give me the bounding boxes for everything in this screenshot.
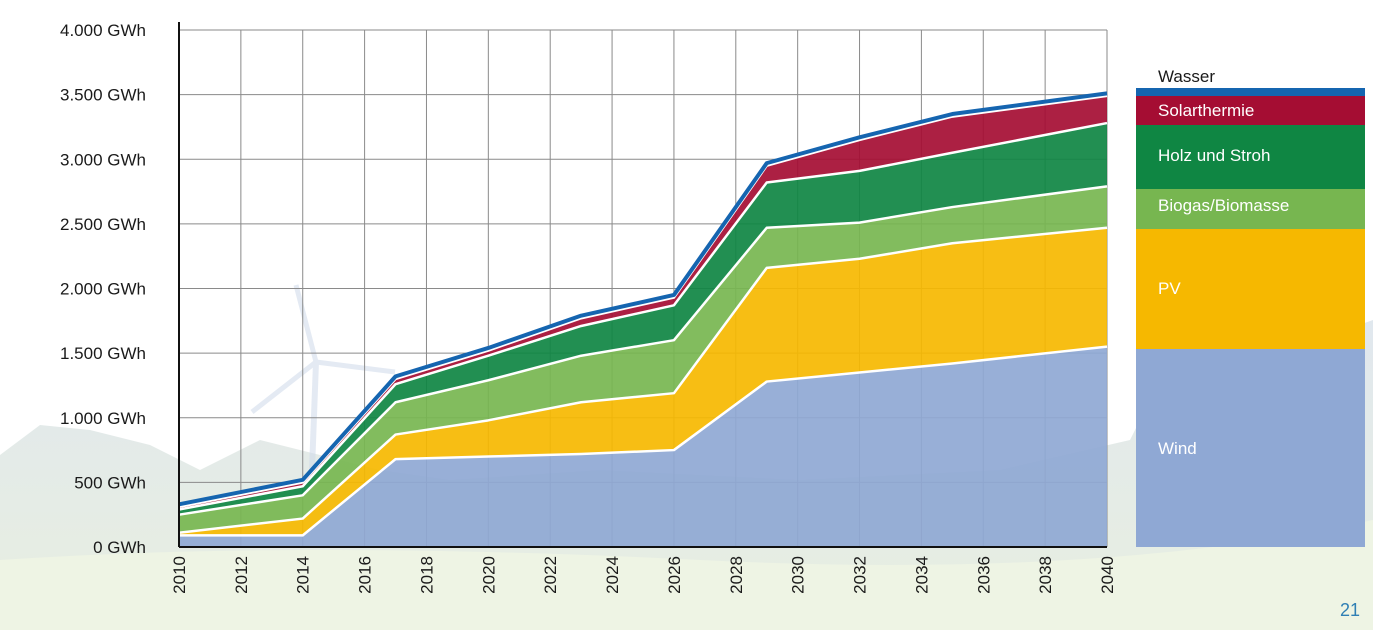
legend-label-biogas-biomasse: Biogas/Biomasse bbox=[1158, 196, 1290, 215]
boundary-holz-und-stroh bbox=[178, 121, 1108, 511]
area-holz-und-stroh bbox=[179, 123, 1107, 515]
x-tick-label: 2038 bbox=[1036, 556, 1055, 594]
x-tick-label: 2022 bbox=[541, 556, 560, 594]
boundary-wasser bbox=[178, 91, 1108, 507]
boundary-pv bbox=[178, 226, 1108, 535]
legend-swatch-biogas-biomasse bbox=[1136, 189, 1365, 229]
x-tick-label: 2024 bbox=[603, 556, 622, 594]
background-meadow bbox=[0, 520, 1373, 630]
x-tick-label: 2018 bbox=[417, 556, 436, 594]
x-tick-label: 2016 bbox=[356, 556, 375, 594]
area-wind bbox=[179, 346, 1107, 547]
legend-swatch-solarthermie bbox=[1136, 96, 1365, 125]
y-tick-label: 2.000 GWh bbox=[60, 280, 146, 299]
y-tick-label: 0 GWh bbox=[93, 538, 146, 557]
legend-label-wind: Wind bbox=[1158, 439, 1197, 458]
legend-swatch-wind bbox=[1136, 349, 1365, 547]
legend-label-solarthermie: Solarthermie bbox=[1158, 101, 1255, 120]
wind-turbine-silhouette-icon bbox=[250, 284, 396, 471]
legend-label-pv: PV bbox=[1158, 279, 1181, 298]
legend-swatch-holz-und-stroh bbox=[1136, 125, 1365, 189]
y-tick-label: 4.000 GWh bbox=[60, 21, 146, 40]
x-tick-label: 2040 bbox=[1098, 556, 1117, 594]
y-tick-label: 1.000 GWh bbox=[60, 409, 146, 428]
y-tick-label: 1.500 GWh bbox=[60, 344, 146, 363]
y-axis-ticks: 0 GWh 500 GWh 1.000 GWh 1.500 GWh 2.000 GWh 2… bbox=[60, 21, 146, 557]
boundary-wind bbox=[179, 345, 1108, 537]
x-tick-label: 2032 bbox=[851, 556, 870, 594]
x-tick-label: 2020 bbox=[479, 556, 498, 594]
x-tick-label: 2010 bbox=[170, 556, 189, 594]
x-tick-label: 2014 bbox=[294, 556, 313, 594]
y-tick-label: 3.000 GWh bbox=[60, 150, 146, 169]
x-tick-label: 2026 bbox=[665, 556, 684, 594]
y-tick-label: 3.500 GWh bbox=[60, 86, 146, 105]
y-tick-label: 2.500 GWh bbox=[60, 215, 146, 234]
area-solarthermie bbox=[179, 95, 1107, 510]
x-tick-label: 2012 bbox=[232, 556, 251, 594]
x-tick-label: 2028 bbox=[727, 556, 746, 594]
boundary-biogas-biomasse bbox=[178, 185, 1108, 516]
x-tick-label: 2034 bbox=[912, 556, 931, 594]
series-boundaries bbox=[178, 91, 1108, 537]
chart-axes bbox=[178, 22, 1107, 548]
page-number: 21 bbox=[1340, 600, 1361, 620]
legend-label-holz-und-stroh: Holz und Stroh bbox=[1158, 146, 1271, 165]
area-biogas-biomasse bbox=[179, 186, 1107, 533]
x-axis-ticks: 2010 2012 2014 2016 2018 2020 2022 2024 2026 2028… bbox=[170, 556, 1117, 594]
legend-swatch-pv bbox=[1136, 229, 1365, 349]
x-tick-label: 2036 bbox=[974, 556, 993, 594]
legend-label-wasser: Wasser bbox=[1158, 67, 1215, 86]
x-tick-label: 2030 bbox=[789, 556, 808, 594]
y-tick-label: 500 GWh bbox=[74, 473, 146, 492]
legend-swatch-wasser bbox=[1136, 88, 1365, 96]
